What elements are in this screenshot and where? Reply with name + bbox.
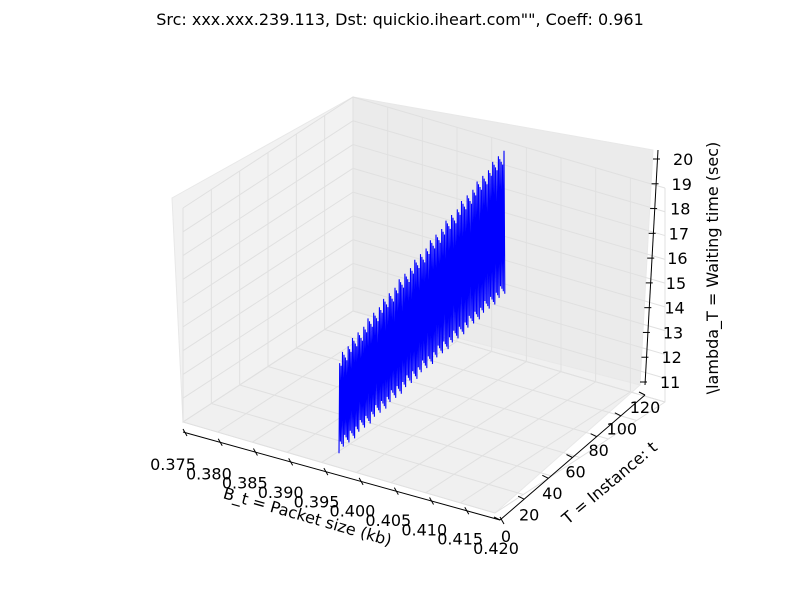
y-tick-label: 80 [588, 441, 608, 460]
z-tick-label: 20 [673, 150, 693, 169]
x-tick-mark [323, 467, 329, 476]
x-tick-mark [253, 448, 258, 456]
grid-line-z [182, 286, 666, 399]
y-tick-mark [542, 474, 549, 479]
chart-title: Src: xxx.xxx.239.113, Dst: quickio.ihear… [156, 10, 644, 29]
x-tick-label: 0.415 [437, 530, 483, 549]
z-axis-ticks: 11 12 13 14 15 16 17 18 19 20 [640, 150, 693, 392]
grid-line-z [182, 191, 666, 304]
grid-lines [182, 96, 666, 514]
y-tick-label: 20 [519, 506, 539, 525]
grid-line-z [182, 262, 666, 375]
grid-line-z [182, 310, 666, 423]
grid-line-z [182, 144, 666, 256]
z-axis-label: \lambda_T = Waiting time (sec) [703, 142, 723, 395]
y-tick-mark [566, 454, 573, 458]
y-tick-mark [590, 433, 597, 438]
y-tick-label: 100 [607, 420, 638, 439]
z-tick-label: 17 [669, 224, 689, 243]
x-tick-mark [288, 458, 294, 466]
z-tick-label: 12 [661, 348, 681, 367]
grid-line-z [182, 167, 666, 280]
y-tick-label: 40 [542, 484, 562, 503]
grid-line-z [182, 120, 666, 233]
z-tick-label: 15 [666, 274, 686, 293]
x-axis-ticks: 0.3750.3800.3850.3900.3950.4000.4050.410… [150, 428, 519, 558]
x-tick-mark [182, 428, 188, 437]
x-tick-label: 0.375 [150, 455, 196, 474]
x-tick-label: 0.390 [258, 483, 304, 502]
x-tick-mark [358, 477, 364, 486]
z-tick-label: 14 [664, 299, 684, 318]
y-tick-label: 60 [565, 463, 585, 482]
x-tick-label: 0.405 [365, 511, 411, 530]
series-waiting-time [338, 150, 506, 454]
x-tick-label: 0.395 [294, 492, 340, 511]
z-tick-label: 18 [670, 200, 690, 219]
x-tick-mark [217, 438, 223, 447]
x-tick-label: 0.420 [473, 539, 519, 558]
grid-line-z [182, 96, 666, 209]
y-tick-mark [493, 516, 501, 521]
x-tick-mark [393, 487, 399, 495]
series-line [338, 150, 506, 454]
x-tick-label: 0.380 [186, 464, 232, 483]
x-tick-label: 0.410 [401, 520, 447, 539]
z-tick-label: 19 [672, 175, 692, 194]
x-tick-mark [429, 497, 434, 505]
z-tick-label: 16 [667, 249, 687, 268]
y-tick-label: 120 [630, 398, 661, 417]
y-tick-mark [614, 412, 622, 417]
y-axis-label: T = Instance: t [557, 438, 660, 529]
z-tick-label: 13 [663, 323, 683, 342]
y-tick-mark [638, 391, 646, 396]
grid-line-z [182, 215, 666, 328]
x-tick-mark [464, 506, 470, 515]
grid-line-z [182, 239, 666, 352]
x-tick-label: 0.385 [222, 474, 268, 493]
x-tick-label: 0.400 [330, 502, 376, 521]
y-tick-mark [517, 495, 525, 500]
x-tick-mark [499, 516, 505, 525]
z-tick-label: 11 [660, 373, 680, 392]
y-tick-label: 0 [501, 527, 511, 546]
